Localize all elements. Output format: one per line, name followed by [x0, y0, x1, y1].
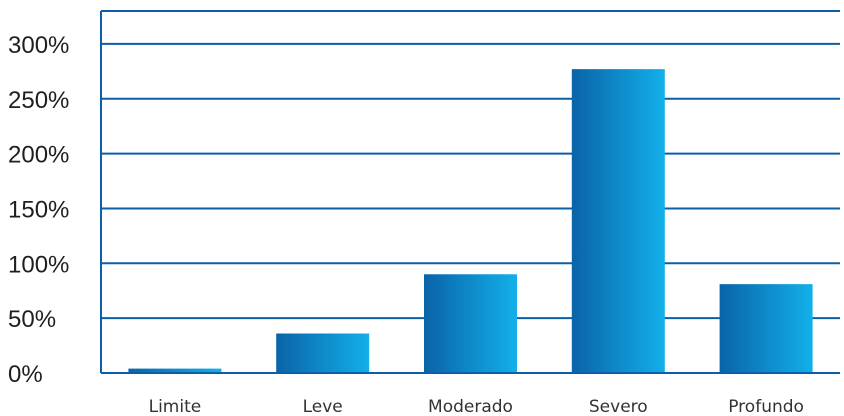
- y-tick-label: 50%: [8, 306, 56, 333]
- y-tick-label: 0%: [8, 361, 43, 388]
- bar-severo: [571, 69, 665, 373]
- x-tick-label: Limite: [149, 397, 202, 416]
- bar-leve: [276, 333, 370, 373]
- x-tick-label: Profundo: [728, 397, 804, 416]
- y-tick-label: 100%: [8, 251, 69, 278]
- x-tick-label: Severo: [589, 397, 648, 416]
- x-tick-label: Leve: [303, 397, 343, 416]
- x-tick-label: Moderado: [428, 397, 513, 416]
- y-tick-label: 200%: [8, 142, 69, 169]
- y-tick-label: 150%: [8, 196, 69, 223]
- y-tick-label: 250%: [8, 87, 69, 114]
- bars: [128, 69, 813, 373]
- axes: [100, 10, 840, 374]
- x-axis-tick-labels: Limite Leve Moderado Severo Profundo: [149, 397, 804, 416]
- grid-lines: [101, 42, 840, 320]
- bar-moderado: [424, 274, 517, 373]
- y-tick-label: 300%: [8, 32, 69, 59]
- bar-profundo: [719, 284, 813, 373]
- y-axis-tick-labels: 0% 50% 100% 150% 200% 250% 300%: [8, 32, 69, 388]
- bar-limite: [128, 368, 222, 373]
